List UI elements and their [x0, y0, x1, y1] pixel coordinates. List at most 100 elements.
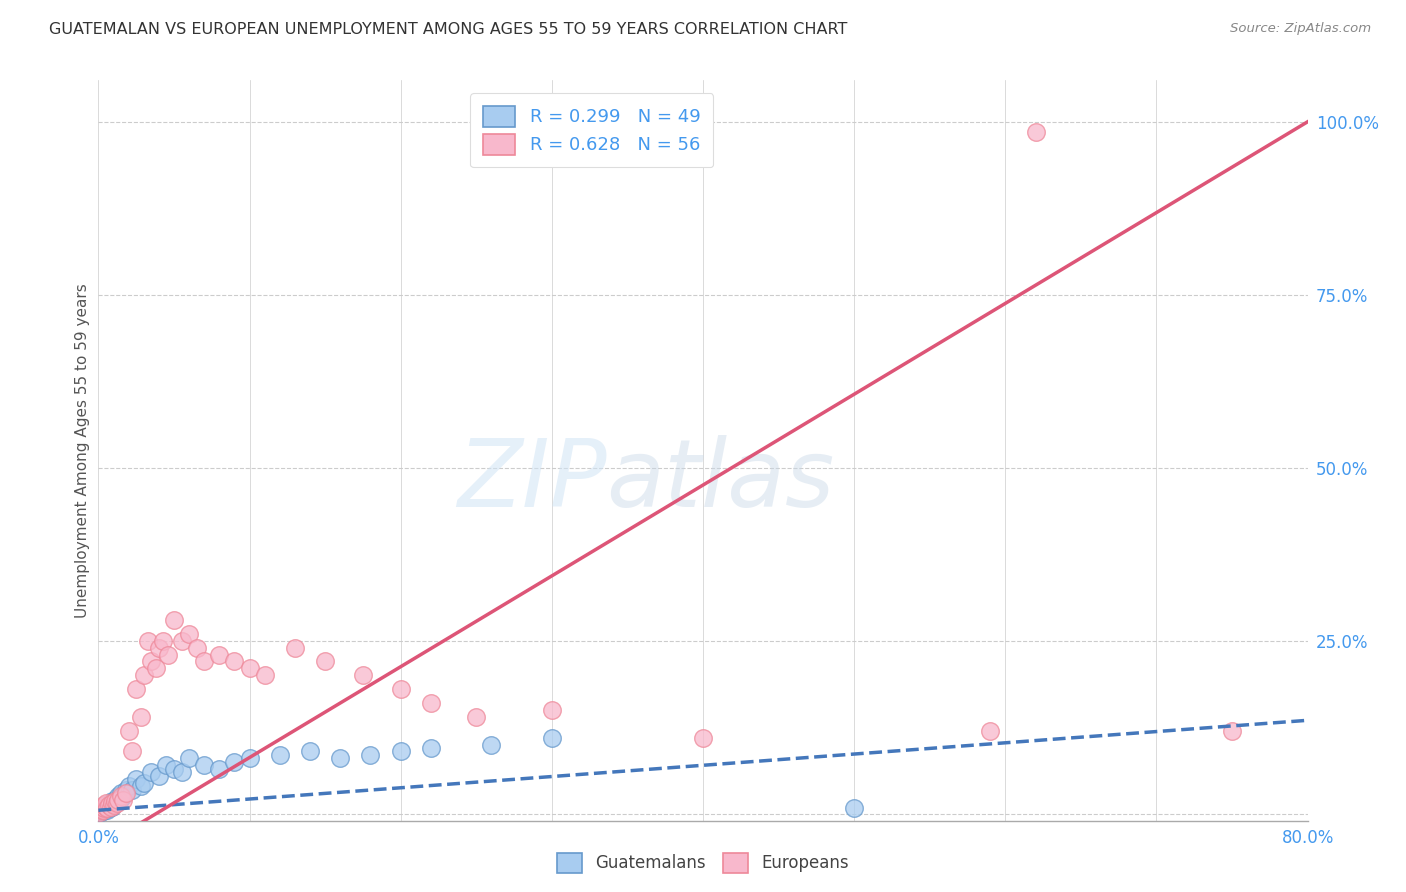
Point — [108, 793, 131, 807]
Point — [141, 655, 163, 669]
Point — [89, 805, 111, 820]
Point — [91, 801, 114, 815]
Point — [129, 710, 152, 724]
Point — [540, 731, 562, 745]
Point — [148, 640, 170, 655]
Point — [329, 751, 352, 765]
Point — [98, 801, 121, 815]
Point — [481, 738, 503, 752]
Point — [90, 805, 112, 819]
Point — [94, 799, 117, 814]
Point — [540, 703, 562, 717]
Point — [93, 801, 115, 815]
Point — [156, 648, 179, 662]
Point — [647, 132, 669, 146]
Point — [360, 747, 382, 762]
Point — [193, 758, 215, 772]
Point — [299, 744, 322, 758]
Legend: R = 0.299   N = 49, R = 0.628   N = 56: R = 0.299 N = 49, R = 0.628 N = 56 — [470, 93, 713, 167]
Point — [145, 661, 167, 675]
Point — [186, 640, 208, 655]
Point — [96, 799, 118, 814]
Point — [129, 779, 152, 793]
Point — [101, 797, 124, 811]
Point — [389, 682, 412, 697]
Point — [93, 799, 115, 814]
Point — [132, 668, 155, 682]
Point — [100, 799, 122, 814]
Point — [100, 799, 122, 814]
Point — [141, 765, 163, 780]
Point — [104, 794, 127, 808]
Text: GUATEMALAN VS EUROPEAN UNEMPLOYMENT AMONG AGES 55 TO 59 YEARS CORRELATION CHART: GUATEMALAN VS EUROPEAN UNEMPLOYMENT AMON… — [49, 22, 848, 37]
Text: ZIP: ZIP — [457, 434, 606, 525]
Point — [90, 803, 112, 817]
Point — [1220, 723, 1243, 738]
Point — [118, 723, 141, 738]
Point — [616, 128, 638, 143]
Point — [98, 798, 121, 813]
Point — [111, 789, 134, 804]
Point — [118, 779, 141, 793]
Point — [96, 803, 118, 817]
Point — [121, 782, 143, 797]
Point — [420, 741, 443, 756]
Point — [692, 731, 714, 745]
Point — [89, 805, 111, 820]
Point — [152, 633, 174, 648]
Point — [94, 798, 117, 813]
Point — [148, 769, 170, 783]
Point — [136, 633, 159, 648]
Point — [314, 655, 336, 669]
Point — [571, 136, 593, 150]
Point — [125, 772, 148, 786]
Point — [110, 789, 132, 804]
Point — [91, 804, 114, 818]
Point — [224, 755, 246, 769]
Point — [121, 744, 143, 758]
Point — [103, 798, 125, 813]
Point — [510, 143, 533, 157]
Point — [979, 723, 1001, 738]
Point — [239, 661, 262, 675]
Point — [91, 799, 114, 814]
Point — [179, 627, 201, 641]
Point — [1024, 125, 1046, 139]
Point — [844, 801, 866, 815]
Point — [90, 803, 112, 817]
Point — [132, 775, 155, 789]
Point — [100, 797, 122, 811]
Point — [114, 786, 136, 800]
Point — [193, 655, 215, 669]
Point — [107, 789, 129, 804]
Point — [465, 710, 488, 724]
Point — [155, 758, 177, 772]
Point — [103, 797, 125, 811]
Point — [90, 801, 112, 815]
Point — [389, 744, 412, 758]
Point — [208, 762, 231, 776]
Point — [94, 801, 117, 815]
Point — [101, 794, 124, 808]
Point — [284, 640, 307, 655]
Legend: Guatemalans, Europeans: Guatemalans, Europeans — [551, 847, 855, 880]
Point — [208, 648, 231, 662]
Point — [163, 762, 186, 776]
Point — [114, 782, 136, 797]
Point — [91, 803, 114, 817]
Text: Source: ZipAtlas.com: Source: ZipAtlas.com — [1230, 22, 1371, 36]
Point — [105, 797, 128, 811]
Point — [352, 668, 374, 682]
Point — [94, 797, 117, 811]
Point — [125, 682, 148, 697]
Point — [253, 668, 276, 682]
Point — [96, 801, 118, 815]
Point — [163, 613, 186, 627]
Point — [170, 765, 193, 780]
Point — [93, 798, 115, 813]
Point — [179, 751, 201, 765]
Point — [98, 798, 121, 813]
Point — [420, 696, 443, 710]
Point — [105, 794, 128, 808]
Y-axis label: Unemployment Among Ages 55 to 59 years: Unemployment Among Ages 55 to 59 years — [75, 283, 90, 618]
